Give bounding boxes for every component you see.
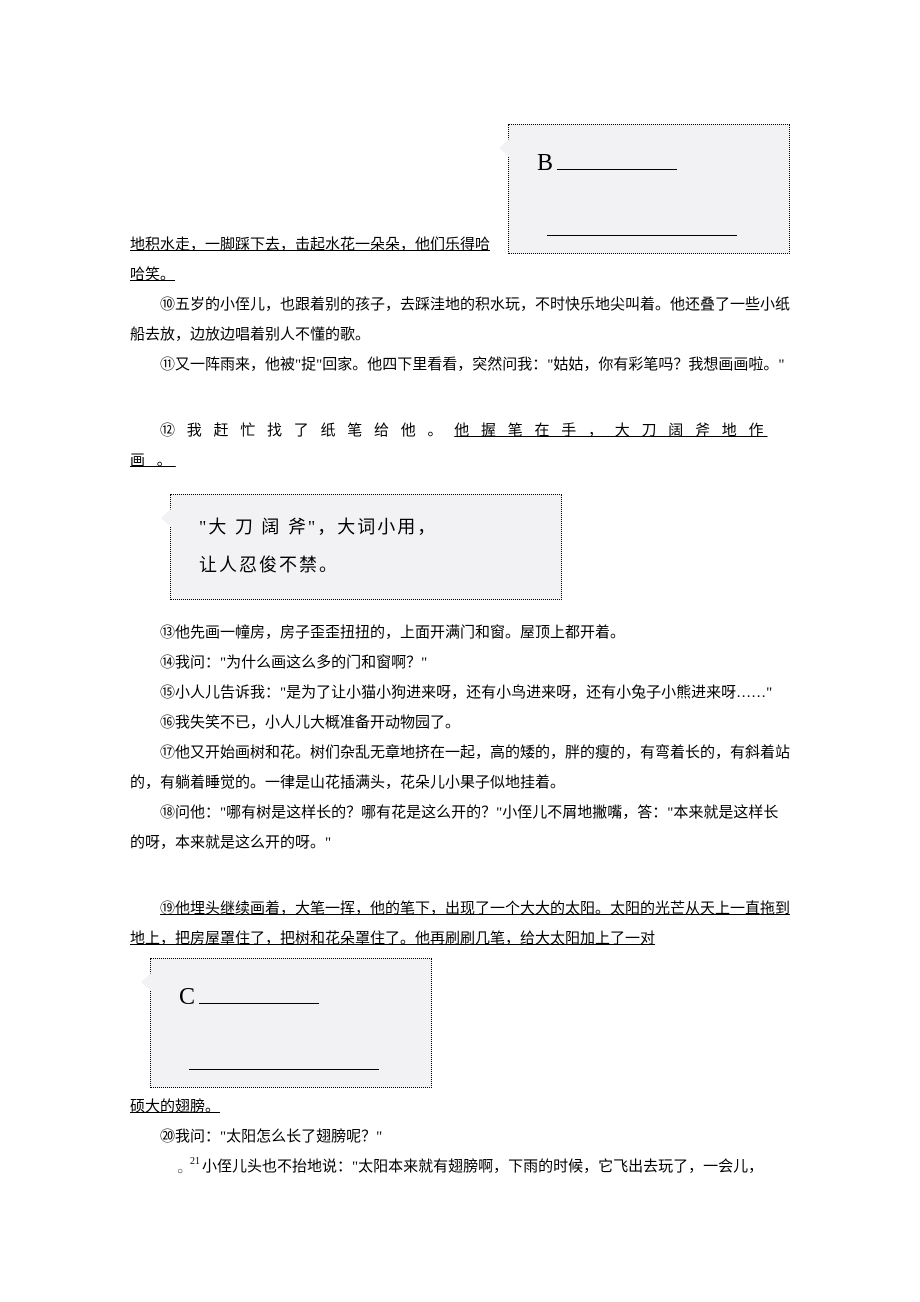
annotation-c-blank-1 [199,983,319,1004]
annotation-c-blank-2 [189,1043,379,1070]
para-11: ⑪又一阵雨来，他被"捉"回家。他四下里看看，突然问我："姑姑，你有彩笔吗？我想画… [130,350,790,380]
para-15: ⑮小人儿告诉我："是为了让小猫小狗进来呀，还有小鸟进来呀，还有小兔子小熊进来呀…… [130,678,790,708]
para-20: ⑳我问："太阳怎么长了翅膀呢？" [130,1122,790,1152]
annotation-mid-line2: 让人忍俊不禁。 [199,547,539,585]
annotation-b-blank-2 [547,209,737,236]
annotation-box-b: B [508,124,790,254]
annotation-b-label: B [537,150,553,176]
para-21-text: 小侄儿头也不抬地说："太阳本来就有翅膀啊，下雨的时候，它飞出去玩了，一会儿， [202,1159,763,1175]
para-14: ⑭我问："为什么画这么多的门和窗啊？" [130,648,790,678]
para-12-a: ⑫ 我 赶 忙 找 了 纸 笔 给 他 。 [160,423,454,439]
annotation-c-label: C [179,984,195,1010]
annotation-b-blank-1 [557,149,677,170]
annotation-mid-line1: "大 刀 阔 斧"，大词小用， [199,509,539,547]
para-12: ⑫ 我 赶 忙 找 了 纸 笔 给 他 。 他 握 笔 在 手 ， 大 刀 阔 … [130,416,790,476]
para-18: ⑱问他："哪有树是这样长的？哪有花是这么开的？"小侄儿不屑地撇嘴，答："本来就是… [130,798,790,858]
para-19-b: 硕大的翅膀。 [130,1092,790,1122]
annotation-box-mid: "大 刀 阔 斧"，大词小用， 让人忍俊不禁。 [170,494,562,600]
para-17: ⑰他又开始画树和花。树们杂乱无章地挤在一起，高的矮的，胖的瘦的，有弯着长的，有斜… [130,738,790,798]
para-19-a: ⑲他埋头继续画着，大笔一挥，他的笔下，出现了一个大大的太阳。太阳的光芒从天上一直… [130,894,790,954]
annotation-box-c: C [150,958,432,1088]
para-21-number: 21 ○ [160,1157,200,1177]
para-10: ⑩五岁的小侄儿，也跟着别的孩子，去踩洼地的积水玩，不时快乐地尖叫着。他还叠了一些… [130,290,790,350]
para-21: 21 ○ 小侄儿头也不抬地说："太阳本来就有翅膀啊，下雨的时候，它飞出去玩了，一… [130,1152,790,1182]
para-13: ⑬他先画一幢房，房子歪歪扭扭的，上面开满门和窗。屋顶上都开着。 [130,618,790,648]
para-16: ⑯我失笑不已，小人儿大概准备开动物园了。 [130,708,790,738]
